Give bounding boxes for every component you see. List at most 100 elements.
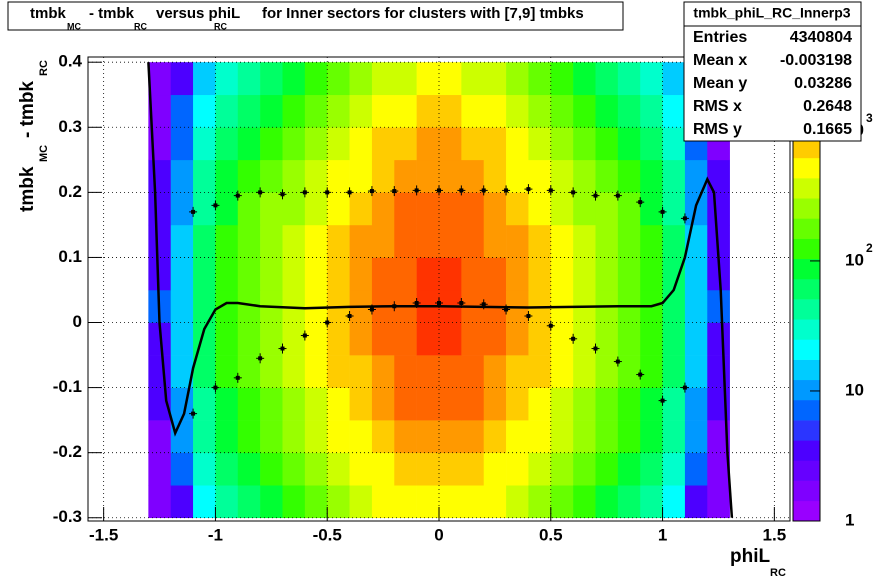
profile-marker: [504, 307, 509, 312]
profile-marker: [235, 193, 240, 198]
cell: [215, 224, 239, 258]
cell: [371, 485, 395, 519]
cell: [506, 387, 529, 421]
cell: [662, 355, 686, 388]
title-part: for Inner sectors for clusters with [7,9…: [262, 5, 584, 22]
cell: [439, 62, 462, 96]
cell: [282, 355, 306, 388]
cell: [416, 452, 440, 486]
cell: [193, 62, 216, 96]
cell: [371, 387, 395, 421]
cell: [662, 322, 686, 356]
title-box: [7, 1, 624, 31]
profile-marker: [571, 336, 576, 341]
z-tick-label: 1: [845, 510, 854, 529]
cell: [215, 452, 239, 486]
cell: [304, 62, 328, 96]
cell: [662, 192, 686, 226]
profile-point: [189, 206, 198, 217]
cell: [282, 159, 306, 193]
profile-marker: [593, 346, 598, 351]
cell: [237, 452, 261, 486]
cell: [640, 355, 663, 388]
palette-swatch: [793, 258, 820, 280]
cell: [215, 387, 239, 421]
cell: [595, 127, 619, 161]
cell: [349, 355, 373, 388]
profile-marker: [459, 188, 464, 193]
cell: [416, 322, 440, 356]
profile-marker: [235, 375, 240, 380]
cell: [640, 387, 663, 421]
profile-point: [591, 343, 600, 354]
cell: [707, 420, 730, 453]
stats-label: RMS x: [693, 98, 742, 115]
cell: [260, 62, 283, 96]
z-tick-label: 10: [845, 380, 864, 399]
cell: [617, 127, 641, 161]
title-part: RC: [38, 60, 50, 76]
cell: [640, 94, 663, 128]
profile-point: [613, 190, 622, 201]
cell: [662, 452, 686, 486]
cell: [595, 192, 619, 226]
cell: [193, 257, 216, 291]
cell: [528, 224, 552, 258]
cell: [327, 452, 350, 486]
cell: [573, 224, 596, 258]
cell: [684, 289, 708, 323]
cell: [662, 62, 686, 96]
cell: [707, 355, 730, 388]
cell: [439, 159, 462, 193]
cell: [193, 224, 216, 258]
cell: [461, 387, 485, 421]
cell: [327, 322, 350, 356]
cell: [461, 257, 485, 291]
title-part: MC: [38, 145, 50, 162]
cell: [371, 257, 395, 291]
cell: [170, 62, 194, 96]
cell: [260, 452, 283, 486]
cell: [416, 192, 440, 226]
cell: [662, 224, 686, 258]
palette-swatch: [793, 137, 820, 159]
cell: [304, 289, 328, 323]
y-tick-label: -0.1: [53, 377, 82, 396]
profile-marker: [593, 193, 598, 198]
profile-point: [680, 382, 689, 393]
cell: [371, 127, 395, 161]
profile-point: [233, 372, 242, 383]
profile-point: [680, 213, 689, 224]
profile-point: [457, 185, 466, 196]
palette-swatch: [793, 460, 820, 481]
cell: [707, 289, 730, 323]
cell: [282, 192, 306, 226]
profile-marker: [325, 320, 330, 325]
cell: [506, 127, 529, 161]
cell: [215, 159, 239, 193]
stats-label: Entries: [693, 29, 747, 46]
cell: [439, 127, 462, 161]
cell: [193, 94, 216, 128]
palette-swatch: [793, 218, 820, 239]
palette-swatch: [793, 420, 820, 441]
cell: [193, 192, 216, 226]
profile-point: [613, 356, 622, 367]
cell: [439, 94, 462, 128]
cell: [595, 322, 619, 356]
cell: [148, 355, 172, 388]
cell: [148, 62, 172, 96]
cell: [371, 322, 395, 356]
profile-marker: [660, 209, 665, 214]
cell: [394, 387, 417, 421]
cell: [282, 127, 306, 161]
cell: [170, 485, 194, 519]
cell: [416, 420, 440, 453]
cell: [327, 355, 350, 388]
palette-swatch: [793, 500, 820, 522]
cell: [282, 485, 306, 519]
cell: [506, 192, 529, 226]
cell: [394, 355, 417, 388]
profile-point: [412, 185, 421, 196]
cell: [617, 420, 641, 453]
